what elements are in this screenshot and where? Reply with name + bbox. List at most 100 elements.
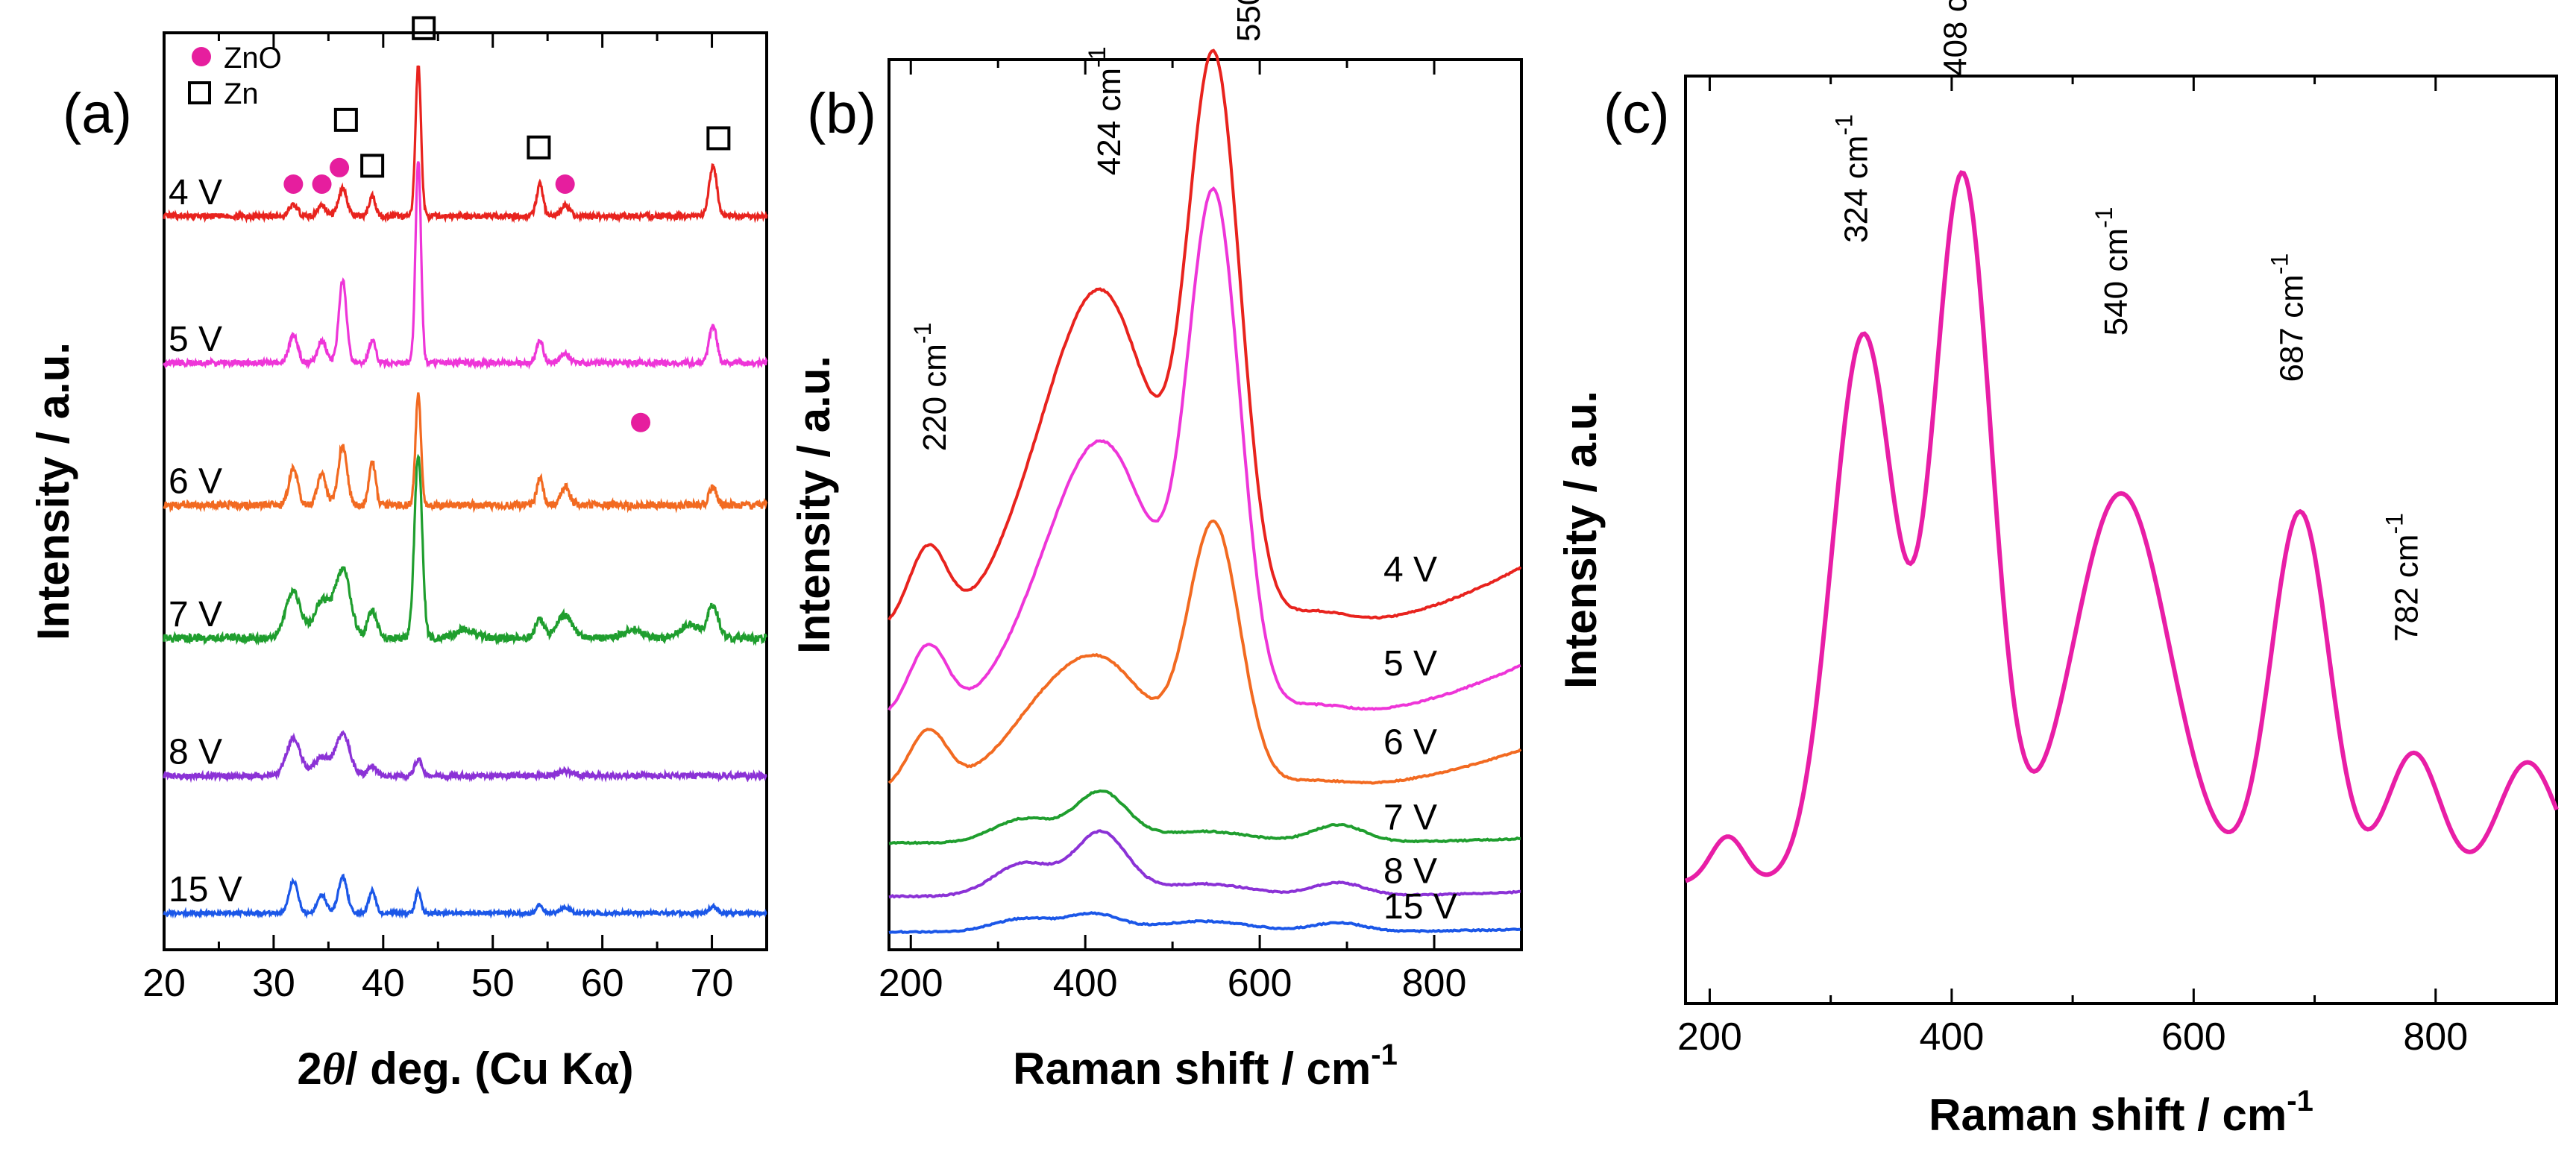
- series-label: 5 V: [169, 320, 222, 359]
- x-axis-title-text: Raman shift / cm: [1013, 1044, 1371, 1094]
- peak-value: 424: [1091, 121, 1128, 175]
- series-label: 7 V: [1383, 798, 1437, 838]
- x-tick-label: 50: [471, 962, 515, 1005]
- peak-label: 782 cm-1: [2381, 513, 2425, 642]
- raman-trace-8V: [888, 829, 1521, 899]
- raman-trace-15V: [888, 911, 1521, 935]
- xrd-trace-6V: [163, 392, 768, 514]
- peak-unit: cm: [2098, 228, 2134, 281]
- peak-value: 220: [917, 397, 953, 451]
- peak-unit: cm: [1838, 136, 1874, 189]
- zno-peak-marker: [283, 174, 304, 194]
- peak-sup: -1: [909, 323, 936, 344]
- x-axis-title-symbol: θ: [322, 1044, 345, 1094]
- x-tick-label: 800: [1402, 962, 1467, 1005]
- peak-sup: -1: [1830, 114, 1857, 135]
- x-axis-title: Raman shift / cm-1: [1013, 1038, 1398, 1094]
- panel-a: 20 30 40 50 60 70 (a) Intensity / a.u. 2θ/ deg. …: [28, 16, 768, 1094]
- x-axis-title-sup: -1: [1371, 1038, 1398, 1071]
- plot-frame: [163, 31, 768, 951]
- x-tick-label: 40: [362, 962, 405, 1005]
- series-label: 4 V: [1383, 550, 1437, 590]
- x-tick-label: 600: [2161, 1015, 2226, 1059]
- y-axis-title: Intensity / a.u.: [28, 342, 78, 640]
- xrd-trace-4V: [163, 65, 768, 224]
- peak-unit: cm: [917, 344, 953, 397]
- zno-peak-marker: [631, 412, 651, 432]
- x-axis-title: Raman shift / cm-1: [1929, 1085, 2313, 1140]
- legend-zno-marker: [192, 47, 211, 66]
- x-axis-title-close: ): [619, 1044, 634, 1094]
- zn-peak-marker: [333, 107, 358, 132]
- peak-unit: cm: [1091, 68, 1128, 121]
- panel-letter: (a): [63, 82, 132, 145]
- zno-peak-marker: [312, 174, 332, 194]
- zn-peak-marker: [706, 126, 731, 151]
- raman-trace-4V: [888, 48, 1522, 621]
- xrd-trace-15V: [163, 873, 767, 920]
- panel-letter: (b): [807, 82, 876, 145]
- x-tick-label: 30: [252, 962, 295, 1005]
- zno-peak-marker: [330, 157, 350, 177]
- series-label: 6 V: [169, 461, 222, 501]
- peak-label: 324 cm-1: [1830, 114, 1874, 243]
- series-label: 8 V: [1383, 851, 1437, 891]
- x-tick-label: 60: [581, 962, 624, 1005]
- xrd-trace-7V: [163, 453, 768, 646]
- peak-label: 408 cm-1: [1929, 0, 1973, 76]
- peak-value: 540: [2098, 281, 2134, 335]
- panel-letter: (c): [1603, 82, 1670, 145]
- peak-label: 550 cm-1: [1223, 0, 1267, 42]
- peak-label: 540 cm-1: [2090, 207, 2134, 336]
- legend-zn-label: Zn: [224, 78, 259, 110]
- peak-label: 220 cm-1: [909, 323, 953, 452]
- raman-trace-6V: [888, 519, 1522, 785]
- peak-label: 424 cm-1: [1084, 46, 1128, 175]
- series-label: 7 V: [169, 595, 222, 634]
- x-axis-title: 2θ/ deg. (Cu Kα): [297, 1044, 633, 1094]
- zn-peak-marker: [527, 135, 551, 160]
- plot-frame: [888, 58, 1523, 951]
- x-tick-label: 600: [1228, 962, 1292, 1005]
- raman-spectrum-trace: [1685, 170, 2559, 883]
- peak-label: 687 cm-1: [2266, 253, 2310, 382]
- peak-value: 550: [1231, 0, 1267, 42]
- peak-unit: cm: [2273, 274, 2310, 327]
- series-label: 4 V: [169, 173, 222, 212]
- x-tick-label: 200: [1677, 1015, 1742, 1059]
- x-tick-label: 70: [691, 962, 734, 1005]
- raman-trace-7V: [888, 789, 1521, 845]
- series-label: 5 V: [1383, 644, 1437, 684]
- x-tick-label: 800: [2403, 1015, 2468, 1059]
- x-axis-title-text: Raman shift / cm: [1929, 1090, 2287, 1140]
- x-axis-title-prefix: 2: [297, 1044, 321, 1094]
- series-label: 15 V: [1383, 887, 1457, 927]
- panel-b: 200 400 600 800 (b) Intensity / a.u. Raman shi…: [789, 0, 1523, 1094]
- peak-unit: cm: [1937, 0, 1973, 22]
- xrd-trace-5V: [163, 161, 768, 371]
- y-axis-title: Intensity / a.u.: [1556, 391, 1606, 689]
- y-axis-title: Intensity / a.u.: [789, 356, 839, 654]
- x-tick-label: 400: [1920, 1015, 1985, 1059]
- raman-trace-5V: [888, 186, 1521, 711]
- x-tick-label: 20: [142, 962, 186, 1005]
- legend-zn-marker: [188, 81, 211, 104]
- plot-frame: [1684, 75, 2558, 1005]
- peak-unit: cm: [2388, 535, 2425, 587]
- panel-c: 200 400 600 800 (c) Intensity / a.u. Raman shi…: [1556, 0, 2559, 1140]
- x-tick-label: 200: [879, 962, 943, 1005]
- peak-sup: -1: [2266, 253, 2293, 274]
- peak-sup: -1: [1084, 46, 1110, 67]
- peak-value: 324: [1838, 188, 1874, 242]
- x-axis-title-alpha: α: [594, 1044, 619, 1094]
- xrd-trace-8V: [163, 730, 767, 784]
- series-label: 8 V: [169, 732, 222, 772]
- x-axis-title-sup: -1: [2287, 1085, 2313, 1118]
- peak-sup: -1: [2381, 513, 2407, 534]
- peak-sup: -1: [2090, 207, 2117, 228]
- zn-peak-marker: [412, 16, 436, 40]
- legend-zno-label: ZnO: [224, 42, 282, 75]
- series-label: 15 V: [169, 870, 242, 910]
